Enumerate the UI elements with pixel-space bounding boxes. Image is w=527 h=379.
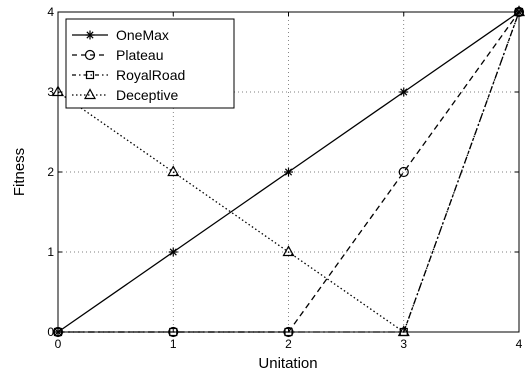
legend-marker-plateau <box>84 49 96 61</box>
x-tick-label: 4 <box>516 337 523 351</box>
x-tick-label: 2 <box>285 337 292 351</box>
legend-label-deceptive: Deceptive <box>116 87 178 103</box>
data-point-onemax <box>284 167 293 177</box>
y-axis-label: Fitness <box>11 148 28 196</box>
y-tick-label: 3 <box>47 85 54 99</box>
data-point-deceptive <box>282 245 295 257</box>
legend-marker-onemax <box>85 30 95 40</box>
data-point-onemax <box>399 87 409 97</box>
y-tick-label: 1 <box>47 245 54 259</box>
y-tick-label: 0 <box>47 325 54 339</box>
data-point-plateau <box>398 166 409 178</box>
legend-label-royalroad: RoyalRoad <box>116 67 185 83</box>
data-point-deceptive <box>397 325 410 337</box>
ticks: 0 1 2 3 4 0 1 2 3 4 <box>47 5 522 351</box>
legend-marker-deceptive <box>83 88 97 100</box>
x-tick-label: 3 <box>400 337 407 351</box>
data-point-onemax <box>168 247 178 257</box>
x-axis-label: Unitation <box>258 355 317 372</box>
x-tick-label: 1 <box>170 337 177 351</box>
legend: OneMax Plateau RoyalRoad Deceptive <box>65 18 235 109</box>
legend-box <box>65 18 235 109</box>
y-tick-label: 4 <box>47 5 54 19</box>
y-tick-label: 2 <box>47 165 54 179</box>
legend-label-plateau: Plateau <box>116 47 163 63</box>
x-tick-label: 0 <box>55 337 62 351</box>
series-line-deceptive <box>57 11 520 334</box>
data-point-deceptive <box>167 165 180 177</box>
legend-marker-royalroad <box>85 70 95 80</box>
legend-label-onemax: OneMax <box>116 27 169 43</box>
